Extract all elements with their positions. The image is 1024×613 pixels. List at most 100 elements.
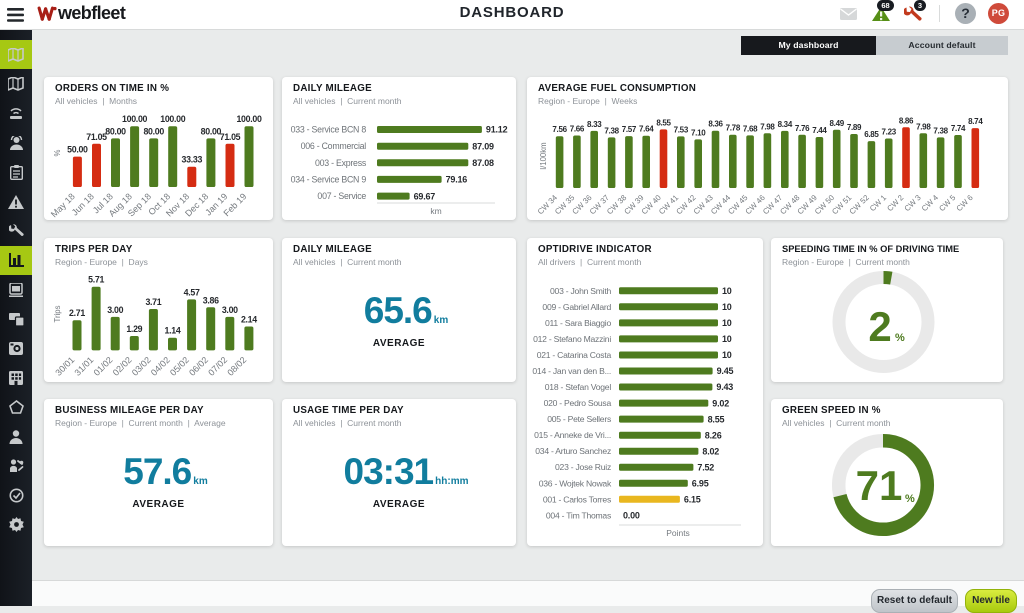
svg-text:10: 10: [722, 302, 732, 312]
svg-text:CW 6: CW 6: [955, 193, 975, 213]
svg-text:10: 10: [722, 334, 732, 344]
svg-text:7.64: 7.64: [639, 125, 654, 134]
svg-text:31/01: 31/01: [73, 355, 96, 378]
svg-text:100.00: 100.00: [160, 114, 186, 124]
svg-text:%: %: [895, 332, 905, 344]
svg-text:km: km: [430, 206, 441, 216]
svg-text:08/02: 08/02: [225, 355, 248, 378]
svg-text:6.85: 6.85: [864, 130, 879, 139]
svg-text:009 - Gabriel Allard: 009 - Gabriel Allard: [542, 302, 611, 312]
svg-text:80.00: 80.00: [201, 126, 222, 136]
svg-text:100.00: 100.00: [236, 114, 262, 124]
svg-text:10: 10: [722, 318, 732, 328]
svg-text:4.57: 4.57: [184, 287, 200, 297]
svg-text:3.00: 3.00: [107, 305, 123, 315]
svg-text:87.09: 87.09: [472, 141, 494, 151]
svg-text:10: 10: [722, 286, 732, 296]
svg-text:9.43: 9.43: [716, 382, 733, 392]
svg-text:7.10: 7.10: [691, 128, 706, 137]
svg-text:CW 52: CW 52: [848, 193, 871, 216]
svg-text:50.00: 50.00: [67, 145, 88, 155]
svg-text:7.78: 7.78: [726, 124, 741, 133]
svg-text:79.16: 79.16: [446, 175, 468, 185]
svg-text:7.68: 7.68: [743, 124, 758, 133]
svg-text:71: 71: [856, 462, 903, 509]
svg-text:007 - Service: 007 - Service: [317, 191, 366, 201]
svg-text:2: 2: [868, 303, 891, 350]
svg-text:7.89: 7.89: [847, 123, 862, 132]
svg-text:03/02: 03/02: [130, 355, 153, 378]
svg-text:%: %: [905, 493, 915, 505]
svg-text:015 - Anneke de Vri...: 015 - Anneke de Vri...: [534, 430, 611, 440]
svg-text:8.55: 8.55: [656, 118, 671, 127]
svg-text:69.67: 69.67: [414, 191, 436, 201]
svg-text:33.33: 33.33: [182, 155, 203, 165]
svg-text:CW 1: CW 1: [868, 193, 888, 213]
svg-text:8.36: 8.36: [708, 120, 723, 129]
svg-text:6.15: 6.15: [684, 495, 701, 505]
svg-text:l/100km: l/100km: [539, 142, 548, 169]
svg-text:1.14: 1.14: [165, 326, 181, 336]
svg-text:7.98: 7.98: [760, 122, 775, 131]
svg-text:2.71: 2.71: [69, 308, 85, 318]
svg-text:011 - Sara Biaggio: 011 - Sara Biaggio: [545, 318, 612, 328]
svg-text:023 - Jose Ruiz: 023 - Jose Ruiz: [555, 462, 611, 472]
svg-text:04/02: 04/02: [149, 355, 172, 378]
svg-text:8.34: 8.34: [778, 120, 793, 129]
svg-text:Points: Points: [666, 528, 690, 538]
svg-text:5.71: 5.71: [88, 275, 104, 285]
svg-text:020 - Pedro Sousa: 020 - Pedro Sousa: [544, 398, 612, 408]
svg-text:80.00: 80.00: [143, 126, 164, 136]
svg-text:30/01: 30/01: [53, 355, 76, 378]
svg-text:7.44: 7.44: [812, 126, 827, 135]
svg-text:02/02: 02/02: [111, 355, 134, 378]
svg-text:3.00: 3.00: [222, 305, 238, 315]
svg-text:018 - Stefan Vogel: 018 - Stefan Vogel: [545, 382, 612, 392]
svg-text:7.56: 7.56: [552, 125, 567, 134]
svg-text:8.74: 8.74: [968, 117, 983, 126]
svg-text:7.74: 7.74: [951, 124, 966, 133]
svg-text:003 - John Smith: 003 - John Smith: [550, 286, 611, 296]
svg-text:7.52: 7.52: [697, 462, 714, 472]
svg-text:8.26: 8.26: [705, 430, 722, 440]
svg-text:80.00: 80.00: [105, 126, 126, 136]
svg-text:71.05: 71.05: [86, 132, 107, 142]
svg-text:8.02: 8.02: [702, 446, 719, 456]
svg-text:05/02: 05/02: [168, 355, 191, 378]
svg-text:CW 3: CW 3: [903, 193, 923, 213]
svg-text:9.02: 9.02: [712, 398, 729, 408]
svg-text:014 - Jan van den B...: 014 - Jan van den B...: [532, 366, 611, 376]
svg-text:004 - Tim Thomas: 004 - Tim Thomas: [546, 510, 611, 520]
svg-text:3.86: 3.86: [203, 295, 219, 305]
svg-text:7.53: 7.53: [674, 125, 689, 134]
svg-text:7.38: 7.38: [933, 126, 948, 135]
svg-text:005 - Pete Sellers: 005 - Pete Sellers: [547, 414, 611, 424]
svg-text:7.38: 7.38: [604, 126, 619, 135]
svg-text:8.49: 8.49: [830, 119, 845, 128]
svg-text:7.23: 7.23: [882, 128, 897, 137]
svg-text:8.33: 8.33: [587, 120, 602, 129]
svg-text:%: %: [53, 149, 62, 156]
svg-text:7.66: 7.66: [570, 125, 585, 134]
svg-text:May 18: May 18: [49, 191, 77, 219]
svg-text:034 - Arturo Sanchez: 034 - Arturo Sanchez: [535, 446, 611, 456]
svg-text:3.71: 3.71: [145, 297, 161, 307]
svg-text:71.05: 71.05: [220, 132, 241, 142]
svg-text:033 - Service BCN 8: 033 - Service BCN 8: [291, 125, 367, 135]
svg-text:Trips: Trips: [53, 305, 62, 322]
svg-text:012 - Stefano Mazzini: 012 - Stefano Mazzini: [533, 334, 611, 344]
svg-text:036 - Wojtek Nowak: 036 - Wojtek Nowak: [539, 478, 612, 488]
svg-text:006 - Commercial: 006 - Commercial: [301, 141, 367, 151]
svg-text:01/02: 01/02: [92, 355, 115, 378]
svg-text:7.57: 7.57: [622, 125, 637, 134]
svg-text:001 - Carlos Torres: 001 - Carlos Torres: [543, 494, 611, 504]
svg-text:06/02: 06/02: [187, 355, 210, 378]
svg-text:8.86: 8.86: [899, 116, 914, 125]
svg-text:91.12: 91.12: [486, 125, 508, 135]
svg-text:2.14: 2.14: [241, 315, 257, 325]
svg-text:9.45: 9.45: [717, 366, 734, 376]
svg-text:10: 10: [722, 350, 732, 360]
svg-text:CW 4: CW 4: [920, 193, 941, 214]
svg-text:CW 2: CW 2: [885, 193, 905, 213]
svg-text:7.98: 7.98: [916, 122, 931, 131]
